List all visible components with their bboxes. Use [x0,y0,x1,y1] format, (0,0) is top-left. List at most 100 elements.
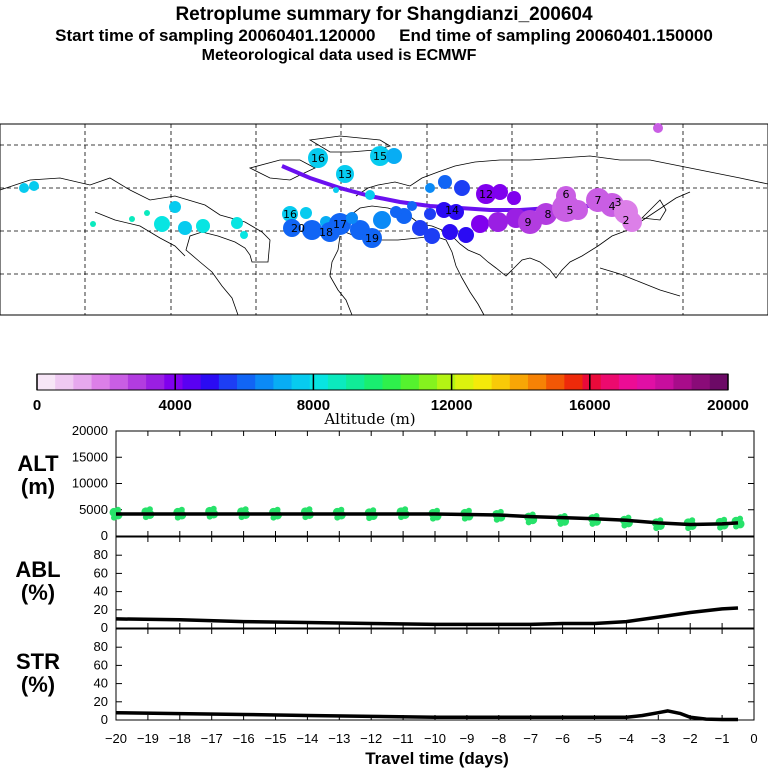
plume-centroid [438,175,452,189]
y-tick-label: 20000 [72,423,108,438]
plume-centroid [365,190,375,200]
x-tick-label: −7 [523,731,538,746]
plume-centroid [653,123,663,133]
altitude-sample [274,506,281,513]
plume-day-label: 2 [623,214,630,227]
altitude-sample [402,506,409,513]
met-data-line: Meteorological data used is ECMWF [201,47,477,64]
plume-day-label: 18 [319,226,333,239]
colorbar-tick-label: 12000 [431,397,473,414]
x-tick-label: −18 [169,731,191,746]
plume-centroid [196,219,210,233]
plume-centroid [407,201,417,211]
y-tick-label: 80 [94,639,108,654]
plume-day-label: 3 [615,196,622,209]
colorbar-tick-label: 0 [33,397,41,414]
colorbar-cell [582,374,602,390]
panel-ylabel: ALT [17,451,59,476]
altitude-colorbar: 0 4000 8000 12000 16000 20000 Altitude (m) [33,373,749,428]
y-tick-label: 0 [101,712,108,727]
altitude-sample [465,507,472,514]
time-series-panels: 05000100001500020000ALT(m)020406080ABL(%… [15,423,757,768]
plume-centroid [308,148,328,168]
panel-abl: 0 20 40 60 80 ABL(%) [15,536,755,635]
colorbar-cell [491,374,511,390]
plume-centroid [362,228,382,248]
series-line [115,606,739,627]
y-tick-label: 15000 [72,449,108,464]
x-tick-label: −9 [459,731,474,746]
colorbar-cell [37,374,56,390]
colorbar-cell [237,374,256,390]
x-tick-label: −16 [233,731,255,746]
panel-frame [115,628,755,721]
colorbar-cell [400,374,420,390]
series-line [116,512,739,527]
coastlines [0,135,768,316]
colorbar-cell [637,374,656,390]
colorbar-cell [109,374,129,390]
colorbar-cell [273,374,293,390]
plume-centroid [458,227,474,243]
x-tick-label: −17 [201,731,223,746]
colorbar-cells [37,374,729,390]
plume-centroid [154,216,170,232]
plume-centroid [448,204,464,220]
plume-centroid [471,215,489,233]
x-tick-label: −12 [360,731,382,746]
plume-day-label: 16 [283,208,297,221]
plume-centroid [129,216,135,222]
altitude-sample [210,505,217,512]
y-tick-label: 0 [101,620,108,635]
x-tick-label: −20 [105,731,127,746]
colorbar-cell [564,374,584,390]
plume-day-label: 9 [525,216,532,229]
colorbar-cell [218,374,238,390]
panel-ylabel: (m) [21,474,55,499]
colorbar-tick-label: 16000 [569,397,611,414]
altitude-sample [737,515,744,522]
map-graticule [0,124,768,315]
panel-alt: 0 5000 10000 15000 20000 ALT(m) [17,423,755,543]
colorbar-cell [364,374,383,390]
plume-day-label: 7 [595,194,602,207]
x-tick-label: 0 [750,731,757,746]
altitude-sample [338,506,345,513]
panel-ylabel: STR [16,649,60,674]
y-tick-label: 40 [94,676,108,691]
plume-centroid [488,212,508,232]
plume-centroid [390,206,402,218]
colorbar-cell [546,374,565,390]
x-tick-label: −11 [393,731,414,746]
x-tick-label: −6 [555,731,570,746]
plume-day-label: 13 [338,168,352,181]
plume-centroid [370,146,390,166]
plume-day-label: 6 [563,188,570,201]
panel-ylabel: (%) [21,672,55,697]
colorbar-cell [127,374,147,390]
plume-centroid [386,148,402,164]
x-tick-label: −2 [683,731,698,746]
y-tick-label: 5000 [79,502,108,517]
plume-centroid [333,187,339,193]
altitude-sample [115,506,121,513]
y-tick-label: 0 [101,528,108,543]
panel-ylabel: ABL [15,557,60,582]
plume-day-label: 5 [567,204,574,217]
colorbar-tick-label: 20000 [707,397,749,414]
x-tick-label: −1 [715,731,730,746]
y-tick-label: 10000 [72,476,108,491]
plume-centroid [442,224,458,240]
x-tick-label: −8 [491,731,506,746]
plume-centroid [19,183,29,193]
plume-centroid [283,219,301,237]
plume-centroid [568,200,588,220]
colorbar-cell [437,374,456,390]
y-tick-label: 60 [94,565,108,580]
chart-title: Retroplume summary for Shangdianzi_20060… [175,4,593,25]
panel-frame [115,536,755,629]
colorbar-cell [182,374,202,390]
